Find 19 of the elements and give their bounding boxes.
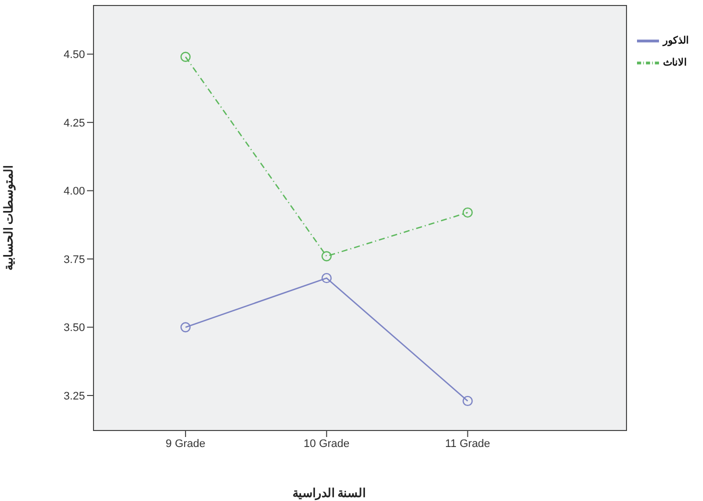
point: [462, 396, 473, 406]
point: [180, 322, 191, 332]
y-tick-label: 3.75: [64, 254, 85, 266]
y-tick-label: 4.25: [64, 117, 85, 130]
y-tick-label: 3.50: [64, 322, 85, 334]
x-tick-label: 9 Grade: [166, 438, 206, 450]
point: [180, 52, 191, 62]
legend-label: الاناث: [663, 58, 687, 69]
y-axis-title: المتوسطات الحسابية: [1, 165, 16, 271]
y-tick-label: 3.25: [64, 390, 85, 402]
legend-label: الذكور: [663, 36, 689, 47]
y-tick-label: 4.00: [64, 186, 85, 198]
x-tick-label: 11 Grade: [445, 438, 490, 450]
point: [322, 272, 332, 284]
x-axis-title: السنة الدراسية: [292, 486, 366, 501]
point: [462, 207, 473, 218]
point: [322, 251, 332, 262]
y-tick-label: 4.50: [64, 49, 85, 62]
x-tick-label: 10 Grade: [304, 438, 350, 450]
